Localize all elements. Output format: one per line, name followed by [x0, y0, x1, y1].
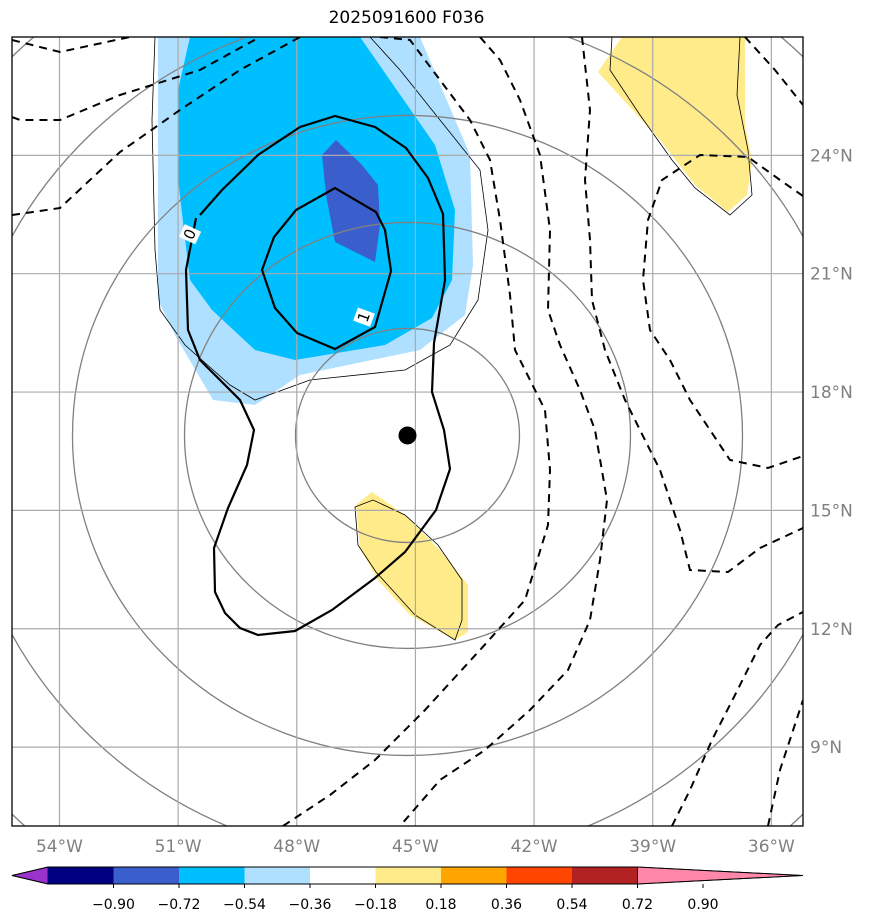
colorbar-tick-label: −0.72	[158, 897, 201, 913]
shade-yellow-region-south	[356, 492, 468, 640]
longitude-label: 42°W	[511, 837, 558, 857]
latitude-label: 21°N	[810, 265, 853, 285]
colorbar-outline	[11, 866, 804, 885]
longitude-label: 45°W	[392, 837, 439, 857]
latitude-label: 18°N	[810, 383, 853, 403]
dashed-contour-e	[399, 37, 609, 826]
dashed-contour-g	[744, 37, 803, 106]
dashed-contour-b	[12, 37, 261, 121]
contour-label-bg	[178, 224, 202, 245]
colorbar	[11, 866, 804, 885]
dashed-contour-j	[767, 699, 803, 826]
colorbar-bin	[375, 867, 441, 884]
longitude-label: 51°W	[155, 837, 202, 857]
dashed-contour-d	[282, 37, 552, 826]
figure-title: 2025091600 F036	[328, 8, 485, 28]
distance-circle	[71, 114, 744, 757]
dashed-contour-a	[12, 37, 131, 54]
map-gridlines	[12, 37, 803, 826]
colorbar-bin	[506, 867, 572, 884]
dashed-contour-h	[641, 153, 803, 470]
shade-royal-blue-region	[322, 140, 380, 262]
solid-contour-zero	[184, 114, 452, 637]
latitude-label: 12°N	[810, 620, 853, 640]
distance-circle	[294, 327, 521, 544]
dashed-contour-i	[671, 611, 803, 826]
colorbar-tick-label: 0.90	[687, 897, 718, 913]
thin-contour-blue	[151, 37, 489, 401]
contour-label-bg	[353, 307, 375, 327]
latitude-label: 9°N	[810, 738, 842, 758]
colorbar-bin	[179, 867, 245, 884]
colorbar-tick-label: −0.54	[223, 897, 266, 913]
colorbar-tick-label: −0.36	[289, 897, 332, 913]
latitude-labels: 24°N 21°N 18°N 15°N 12°N 9°N	[810, 146, 853, 758]
longitude-label: 39°W	[629, 837, 676, 857]
map-frame	[11, 36, 804, 827]
dashed-contours	[12, 37, 803, 826]
distance-circle	[183, 221, 632, 650]
longitude-label: 36°W	[748, 837, 795, 857]
colorbar-tick-label: 0.72	[622, 897, 653, 913]
storm-center-marker	[398, 426, 417, 445]
colorbar-bin	[48, 867, 114, 884]
longitude-label: 54°W	[36, 837, 83, 857]
solid-contour-one	[260, 186, 393, 351]
longitude-labels: 54°W 51°W 48°W 45°W 42°W 39°W 36°W	[36, 837, 795, 857]
colorbar-extend-right	[637, 866, 804, 885]
colorbar-tick-label: −0.90	[92, 897, 135, 913]
solid-contours	[184, 114, 452, 637]
colorbar-bin	[572, 867, 638, 884]
thin-contour-yellow-northeast	[609, 37, 753, 216]
colorbar-tick-label: 0.18	[425, 897, 456, 913]
latitude-label: 15°N	[810, 501, 853, 521]
colorbar-tick-label: 0.54	[556, 897, 587, 913]
colorbar-tick-label: −0.18	[354, 897, 397, 913]
dashed-contour-f	[581, 37, 803, 574]
colorbar-bin	[244, 867, 310, 884]
colorbar-tick-label: 0.36	[491, 897, 522, 913]
colorbar-bin	[310, 867, 376, 884]
colorbar-bin	[441, 867, 507, 884]
dashed-contour-c	[12, 37, 301, 216]
colorbar-bin	[113, 867, 179, 884]
contour-labels: 01	[178, 224, 375, 327]
latitude-label: 24°N	[810, 146, 853, 166]
colorbar-extend-left	[11, 866, 49, 885]
shade-yellow-region-northeast	[598, 37, 752, 212]
colorbar-tick-labels: −0.90 −0.72 −0.54 −0.36 −0.18 0.18 0.36 0.54 0.7…	[92, 884, 719, 913]
longitude-label: 48°W	[273, 837, 320, 857]
